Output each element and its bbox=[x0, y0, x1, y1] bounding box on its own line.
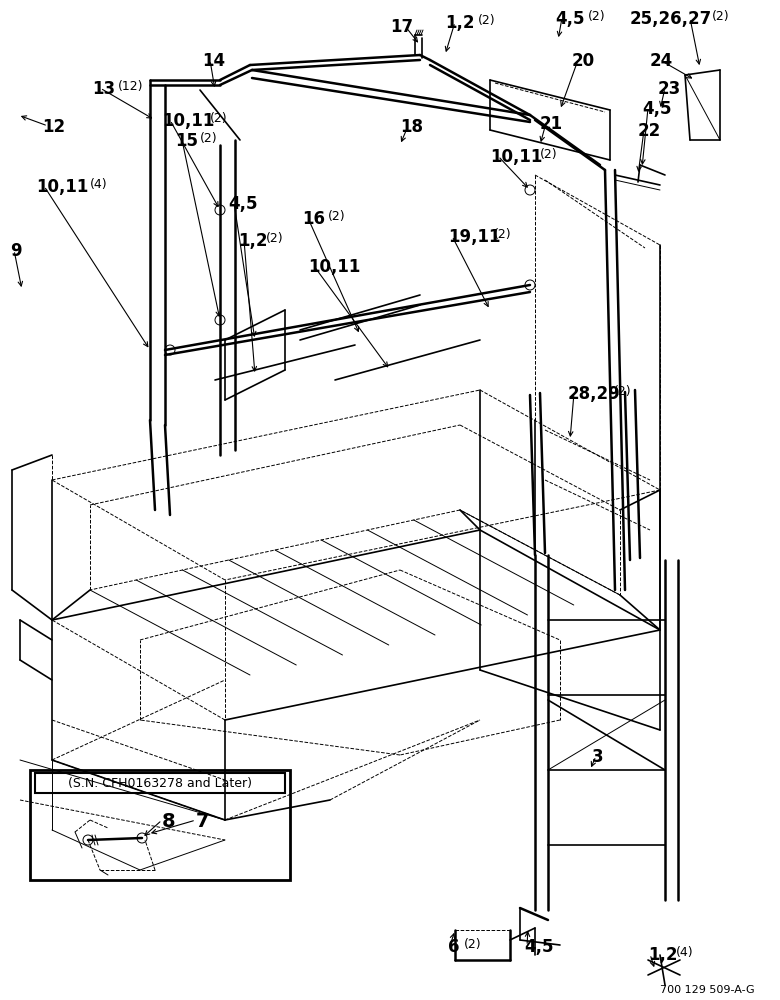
Text: (12): (12) bbox=[118, 80, 144, 93]
Text: 24: 24 bbox=[650, 52, 673, 70]
Text: 28,29: 28,29 bbox=[568, 385, 621, 403]
Text: 19,11: 19,11 bbox=[448, 228, 501, 246]
Text: (2): (2) bbox=[200, 132, 218, 145]
Text: 20: 20 bbox=[572, 52, 595, 70]
Bar bbox=[30, 770, 290, 880]
Text: (2): (2) bbox=[210, 112, 228, 125]
Text: 700 129 509-A-G: 700 129 509-A-G bbox=[660, 985, 754, 995]
Text: (2): (2) bbox=[478, 14, 495, 27]
Text: 4,5: 4,5 bbox=[555, 10, 584, 28]
Text: (4): (4) bbox=[90, 178, 108, 191]
Text: 1,2: 1,2 bbox=[648, 946, 678, 964]
Text: 9: 9 bbox=[10, 242, 22, 260]
Text: 6: 6 bbox=[448, 938, 459, 956]
Text: 17: 17 bbox=[390, 18, 413, 36]
Bar bbox=[35, 773, 285, 793]
Text: 22: 22 bbox=[638, 122, 661, 140]
Text: 12: 12 bbox=[42, 118, 65, 136]
Text: 10,11: 10,11 bbox=[490, 148, 542, 166]
Text: 18: 18 bbox=[400, 118, 423, 136]
Text: 4,5: 4,5 bbox=[642, 100, 672, 118]
Text: 1,2: 1,2 bbox=[445, 14, 474, 32]
Text: (2): (2) bbox=[464, 938, 481, 951]
Text: 8: 8 bbox=[162, 812, 176, 831]
Text: (2): (2) bbox=[494, 228, 512, 241]
Text: (2): (2) bbox=[588, 10, 605, 23]
Text: 23: 23 bbox=[658, 80, 681, 98]
Text: 1,2: 1,2 bbox=[238, 232, 268, 250]
Text: 14: 14 bbox=[202, 52, 225, 70]
Text: 25,26,27: 25,26,27 bbox=[630, 10, 712, 28]
Text: (2): (2) bbox=[328, 210, 346, 223]
Text: 15: 15 bbox=[175, 132, 198, 150]
Text: 10,11: 10,11 bbox=[36, 178, 88, 196]
Text: 21: 21 bbox=[540, 115, 563, 133]
Text: 4,5: 4,5 bbox=[228, 195, 257, 213]
Text: 13: 13 bbox=[92, 80, 115, 98]
Text: (S.N. CFH0163278 and Later): (S.N. CFH0163278 and Later) bbox=[68, 776, 252, 790]
Text: 16: 16 bbox=[302, 210, 325, 228]
Text: 10,11: 10,11 bbox=[162, 112, 214, 130]
Text: 7: 7 bbox=[196, 812, 210, 831]
Text: (4): (4) bbox=[676, 946, 693, 959]
Text: (2): (2) bbox=[540, 148, 558, 161]
Text: (2): (2) bbox=[614, 385, 632, 398]
Text: (2): (2) bbox=[712, 10, 729, 23]
Text: 4,5: 4,5 bbox=[524, 938, 554, 956]
Text: 10,11: 10,11 bbox=[308, 258, 360, 276]
Text: (2): (2) bbox=[266, 232, 284, 245]
Text: 3: 3 bbox=[592, 748, 604, 766]
